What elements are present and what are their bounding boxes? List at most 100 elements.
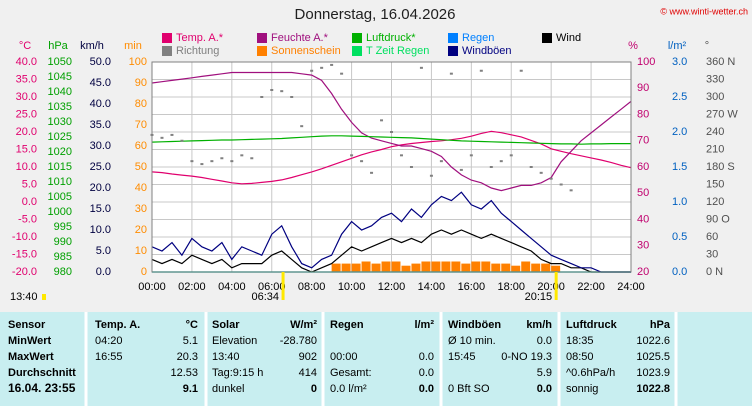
x-tick-label: 00:00	[138, 281, 166, 293]
y-tick-label: 90 O	[706, 213, 730, 225]
table-cell: 1023.9	[636, 367, 670, 379]
table-header: Windböen	[448, 319, 501, 331]
sun-marker	[281, 272, 285, 300]
y-tick-label: 50	[637, 187, 649, 199]
series-line	[151, 71, 632, 192]
y-tick-label: 1030	[48, 116, 72, 128]
direction-dot	[390, 131, 393, 133]
y-tick-label: 1005	[48, 191, 72, 203]
direction-dot	[280, 90, 284, 93]
series-line	[151, 229, 631, 273]
sunshine-bar	[441, 261, 451, 272]
sunshine-bar	[521, 261, 531, 272]
direction-dot	[449, 72, 453, 75]
direction-dot	[190, 160, 194, 163]
direction-dot	[419, 66, 423, 69]
direction-dot	[549, 177, 553, 180]
direction-dot	[180, 139, 184, 142]
y-tick-label: 985	[54, 251, 72, 263]
y-tick-label: 1020	[48, 146, 72, 158]
direction-dot	[469, 154, 473, 157]
y-tick-label: 150	[706, 178, 724, 190]
time-label: 13:40	[10, 291, 38, 303]
direction-dot	[439, 160, 443, 163]
legend-swatch	[162, 46, 172, 56]
y-tick-label: 1025	[48, 131, 72, 143]
sunshine-bar	[481, 261, 491, 272]
table-cell: 00:00	[330, 351, 358, 363]
legend-label: Feuchte A.*	[271, 32, 329, 44]
direction-dot	[569, 189, 573, 192]
sunshine-bar	[391, 261, 401, 272]
legend-label: Temp. A.*	[176, 32, 224, 44]
series-line	[151, 191, 631, 273]
table-cell: 0-NO 19.3	[501, 351, 552, 363]
legend-swatch	[448, 46, 458, 56]
y-tick-label: 15.0	[16, 143, 37, 155]
table-header: Solar	[212, 319, 240, 331]
legend-swatch	[257, 33, 267, 43]
direction-dot	[210, 160, 214, 163]
chart-title: Donnerstag, 16.04.2026	[295, 6, 456, 23]
legend-swatch	[542, 33, 552, 43]
sunshine-bar	[341, 263, 351, 272]
direction-dot	[559, 183, 563, 186]
y-tick-label: 20	[135, 224, 147, 236]
table-cell: 1025.5	[636, 351, 670, 363]
table-cell: ^0.6hPa/h	[566, 367, 615, 379]
y-tick-label: -15.0	[12, 248, 37, 260]
y-tick-label: 40.0	[16, 56, 37, 68]
y-tick-label: 30.0	[90, 140, 111, 152]
direction-dot	[350, 154, 354, 157]
sun-label: 20:15	[525, 291, 553, 303]
y-tick-label: 90	[637, 82, 649, 94]
direction-dot	[399, 154, 403, 157]
y-tick-label: 25.0	[16, 108, 37, 120]
foreground: °C 40.0 35.0 30.0 25.0 20.0 15.0 10.0 5.0 0.0 -5.0…	[8, 32, 738, 406]
sunshine-bar	[351, 263, 361, 272]
y-tick-label: 995	[54, 221, 72, 233]
y-tick-label: 40.0	[90, 98, 111, 110]
sunshine-bar	[531, 263, 541, 272]
y-tick-label: 90	[135, 77, 147, 89]
plot-frame	[151, 61, 632, 273]
table-cell: 1022.6	[636, 335, 670, 347]
table-header: l/m²	[414, 319, 434, 331]
table-cell: 04:20	[95, 335, 123, 347]
axis-title: hPa	[48, 40, 68, 52]
y-tick-label: 1040	[48, 86, 72, 98]
table-cell: 0	[311, 383, 317, 395]
axis-title: l/m²	[668, 40, 687, 52]
direction-dot	[260, 96, 264, 98]
axis-title: °	[705, 40, 709, 52]
y-tick-label: 60	[706, 231, 718, 243]
y-tick-label: 35.0	[16, 73, 37, 85]
direction-dot	[200, 163, 204, 166]
direction-dot	[429, 174, 433, 177]
y-tick-label: 1045	[48, 71, 72, 83]
y-tick-label: 80	[135, 98, 147, 110]
direction-dot	[529, 166, 533, 168]
direction-dot	[479, 69, 483, 72]
table-cell: 414	[299, 367, 317, 379]
table-panel	[0, 312, 752, 406]
table-header: km/h	[526, 319, 552, 331]
y-tick-label: 0 N	[706, 266, 723, 278]
table-cell: Tag:9:15 h	[212, 367, 263, 379]
table-header: °C	[186, 319, 198, 331]
y-tick-label: 10.0	[90, 224, 111, 236]
y-tick-label: 70	[637, 135, 649, 147]
y-tick-label: 35.0	[90, 119, 111, 131]
y-tick-label: 240	[706, 126, 724, 138]
sun-label: 06:34	[252, 291, 280, 303]
legend-label: Windböen	[462, 45, 512, 57]
table-header: W/m²	[290, 319, 317, 331]
y-tick-label: 5.0	[22, 178, 37, 190]
table-cell: 16.04. 23:55	[8, 381, 76, 395]
y-tick-label: 300	[706, 91, 724, 103]
table-header: hPa	[650, 319, 671, 331]
y-tick-label: 1000	[48, 206, 72, 218]
table-header: Temp. A.	[95, 319, 140, 331]
axis-title: min	[124, 40, 142, 52]
y-tick-label: 40	[135, 182, 147, 194]
